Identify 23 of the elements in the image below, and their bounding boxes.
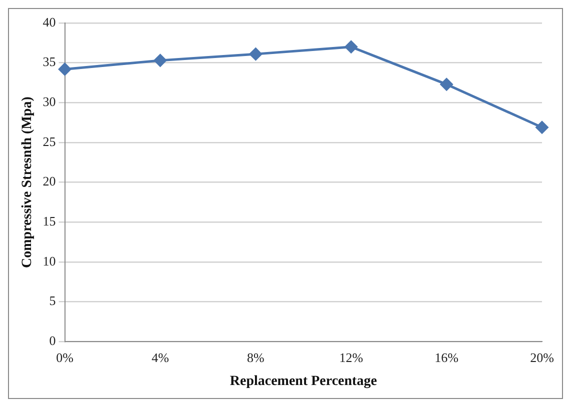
- y-tick-label: 10: [42, 253, 56, 268]
- point: [344, 40, 358, 54]
- point: [249, 48, 262, 60]
- y-tick-label: 0: [49, 333, 56, 348]
- point: [440, 78, 453, 91]
- y-tick-label: 35: [42, 54, 56, 70]
- x-tick-label: 16%: [434, 350, 459, 365]
- x-tick-label: 8%: [247, 350, 265, 365]
- y-tick-label: 20: [42, 174, 56, 189]
- y-axis-title: Compressive Stresnth (Mpa): [20, 96, 36, 268]
- y-tick-label: 30: [42, 94, 56, 110]
- y-tick-label: 40: [42, 14, 56, 30]
- x-tick-label: 0%: [56, 350, 74, 365]
- y-tick-label: 15: [42, 214, 56, 229]
- x-tick-label: 12%: [339, 350, 364, 365]
- point: [58, 62, 72, 76]
- x-tick-label: 4%: [152, 350, 170, 365]
- point: [154, 54, 166, 67]
- y-tick-label: 5: [49, 293, 56, 308]
- point: [536, 121, 548, 134]
- x-tick-label: 20%: [530, 350, 554, 365]
- y-tick-label: 25: [42, 134, 56, 149]
- x-axis-title: Replacement Percentage: [230, 374, 377, 390]
